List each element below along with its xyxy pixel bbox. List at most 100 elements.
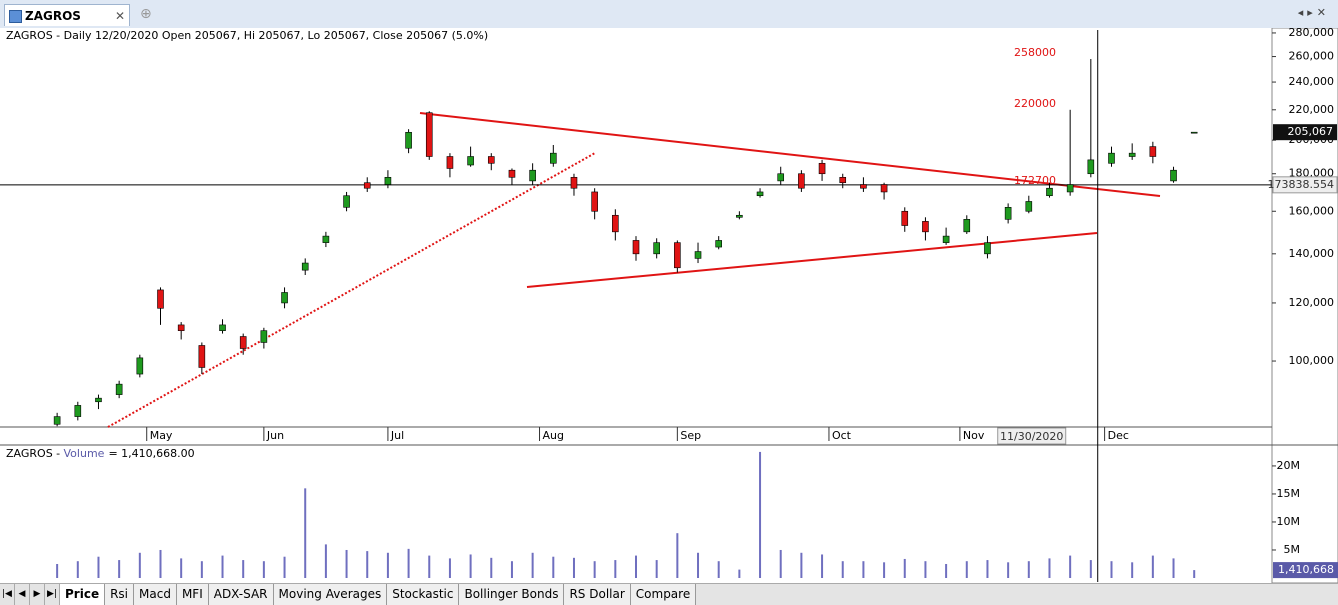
candle-body	[446, 156, 454, 169]
y-tick-label: 220,000	[1289, 103, 1335, 116]
x-tick-label: Aug	[543, 429, 564, 442]
volume-bar	[1172, 558, 1175, 578]
candle-body	[219, 324, 226, 331]
y-tick-label: 140,000	[1289, 247, 1335, 260]
trend-line	[526, 232, 1098, 288]
candle-body	[1190, 131, 1198, 134]
volume-bar	[614, 560, 617, 578]
volume-bar	[986, 560, 989, 578]
volume-bar	[1110, 561, 1113, 578]
volume-bar	[386, 552, 389, 578]
indicator-tab[interactable]: RS Dollar	[564, 584, 631, 605]
volume-bar	[738, 569, 741, 578]
y-tick-label: 5M	[1284, 543, 1301, 556]
annotation: 220000	[1014, 97, 1056, 110]
volume-bar	[1089, 560, 1092, 578]
nav-button[interactable]: ▶	[30, 584, 45, 605]
crosshair-x-box	[997, 427, 1067, 445]
volume-bar	[1069, 555, 1072, 578]
candle-body	[115, 383, 123, 395]
volume-bar	[655, 560, 658, 578]
nav-button[interactable]: ▶|	[45, 584, 60, 605]
volume-title-part: ZAGROS	[6, 447, 53, 460]
volume-title: ZAGROS - Volume = 1,410,668.00	[6, 447, 195, 460]
candle-body	[95, 397, 102, 403]
volume-bar	[841, 561, 844, 578]
candle-body	[942, 235, 950, 243]
indicator-tab[interactable]: Rsi	[105, 584, 135, 605]
crosshair-y-label: 173838.554	[1268, 178, 1334, 191]
volume-bar	[76, 561, 79, 578]
x-tick-label: Jun	[266, 429, 284, 442]
candle-body	[508, 169, 516, 178]
indicator-tab[interactable]: MFI	[176, 584, 209, 605]
candle-body	[136, 357, 144, 375]
x-tick-label: Jul	[390, 429, 404, 442]
candle-body	[653, 242, 660, 255]
volume-bar	[800, 552, 803, 578]
candle-body	[570, 176, 578, 189]
indicator-tab[interactable]: Price	[60, 584, 106, 605]
last-volume-label: 1,410,668	[1278, 563, 1334, 576]
volume-bar	[510, 561, 513, 578]
y-tick-label: 260,000	[1289, 50, 1335, 63]
candle-body	[301, 262, 309, 271]
candle-body	[529, 169, 536, 182]
candle-body	[467, 156, 474, 166]
candle-body	[1108, 152, 1115, 164]
x-tick-label: Oct	[832, 429, 852, 442]
volume-bar	[883, 562, 886, 578]
candle-body	[177, 324, 185, 331]
indicator-tab[interactable]: Stockastic	[387, 584, 460, 605]
volume-bar	[200, 561, 203, 578]
x-tick-label: May	[150, 429, 173, 442]
candle-body	[632, 240, 640, 255]
volume-bar	[407, 548, 410, 578]
nav-button[interactable]: ◀	[15, 584, 30, 605]
chart-tab[interactable]: ZAGROS (Daily)✕	[4, 4, 130, 45]
nav-button[interactable]: |◀	[0, 584, 15, 605]
candle-body	[880, 184, 888, 193]
plot-bg	[0, 28, 1272, 583]
volume-bar	[56, 563, 59, 578]
indicator-tab[interactable]: Bollinger Bonds	[459, 584, 565, 605]
candle-body	[715, 240, 722, 248]
volume-bar	[635, 555, 637, 578]
y-tick-label: 280,000	[1289, 28, 1335, 39]
candle-body	[198, 345, 206, 368]
tab-arrows[interactable]: ◂▸✕	[1297, 6, 1330, 19]
candle-body	[1004, 207, 1012, 220]
candle-body	[384, 176, 392, 185]
candle-body	[260, 330, 268, 343]
candle-body	[798, 173, 805, 189]
last-volume-box	[1273, 562, 1338, 579]
y-tick-label: 20M	[1277, 459, 1301, 472]
candle-body	[550, 152, 557, 164]
candle-body	[984, 242, 991, 255]
last-price-label: 205,067	[1288, 125, 1334, 138]
volume-bar	[138, 552, 141, 578]
axis-bg	[1271, 28, 1338, 583]
volume-bar	[1131, 562, 1134, 578]
close-tab[interactable]: ✕	[114, 9, 125, 23]
candle-body	[591, 191, 598, 212]
indicator-tab[interactable]: Macd	[134, 584, 177, 605]
indicator-tab[interactable]: ADX-SAR	[208, 584, 274, 605]
volume-bar	[490, 557, 493, 578]
indicator-tab[interactable]: Moving Averages	[273, 584, 388, 605]
candle-body	[281, 292, 288, 304]
volume-bar	[862, 561, 865, 578]
indicator-tab[interactable]: Compare	[630, 584, 697, 605]
volume-bar	[697, 552, 700, 578]
candle-body	[777, 173, 785, 182]
volume-bar	[531, 552, 534, 578]
candle-body	[322, 235, 330, 243]
volume-bar	[572, 557, 575, 578]
y-tick-label: 10M	[1277, 515, 1301, 528]
volume-bar	[262, 561, 265, 578]
x-tick-label: Dec	[1108, 429, 1129, 442]
volume-bar	[448, 558, 451, 578]
new-tab[interactable]: ⊕	[140, 6, 152, 22]
volume-bar	[965, 561, 968, 578]
